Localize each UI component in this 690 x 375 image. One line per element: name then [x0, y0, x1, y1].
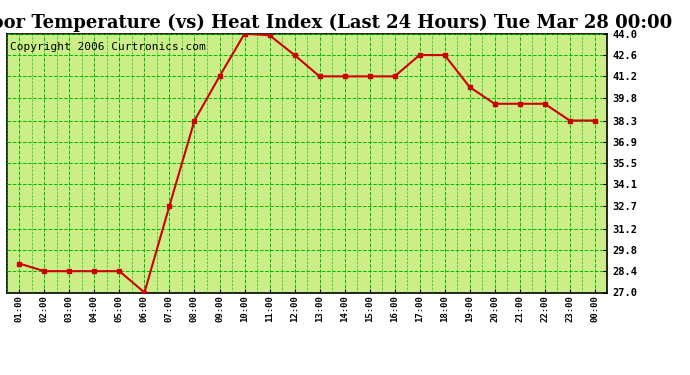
Title: Outdoor Temperature (vs) Heat Index (Last 24 Hours) Tue Mar 28 00:00: Outdoor Temperature (vs) Heat Index (Las… [0, 14, 672, 32]
Text: Copyright 2006 Curtronics.com: Copyright 2006 Curtronics.com [10, 42, 206, 51]
